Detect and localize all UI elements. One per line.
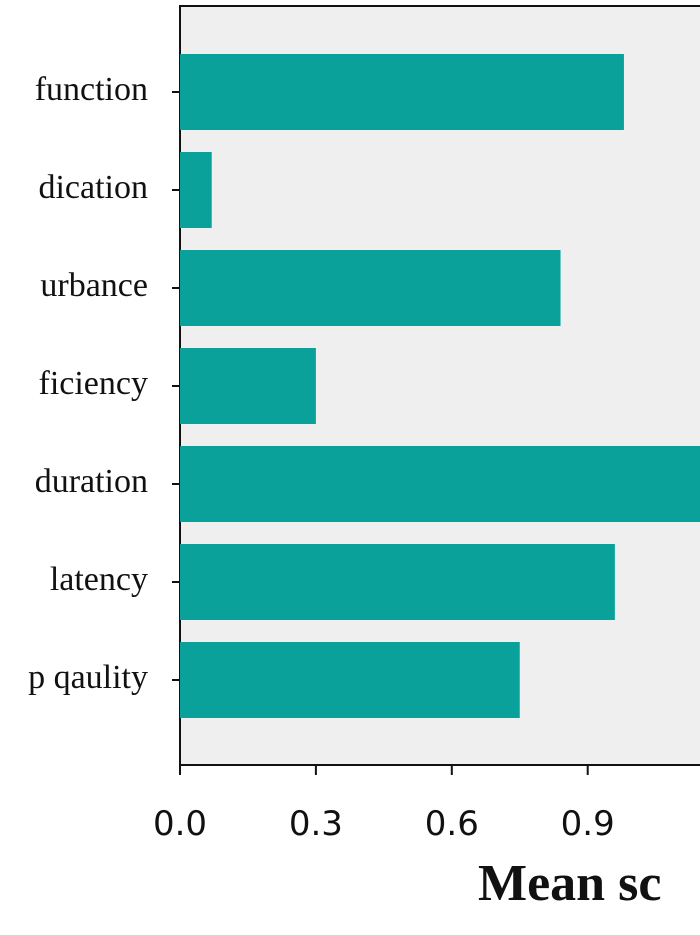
- x-tick-label: 0.3: [289, 804, 343, 844]
- bar: [180, 348, 316, 424]
- y-tick-label: duration: [35, 463, 148, 500]
- y-tick-label: latency: [50, 561, 148, 598]
- x-tick-label: 0.9: [561, 804, 615, 844]
- y-tick-label: ficiency: [39, 365, 149, 402]
- bar: [180, 54, 624, 130]
- bar: [180, 642, 520, 718]
- y-tick-label: p qaulity: [28, 659, 148, 696]
- bar: [180, 250, 561, 326]
- x-axis-title: Mean sc: [478, 855, 661, 912]
- y-tick-label: urbance: [40, 267, 148, 304]
- y-tick-label: dication: [38, 169, 148, 206]
- x-tick-label: 1.2: [697, 804, 700, 844]
- bar: [180, 544, 615, 620]
- y-tick-label: function: [35, 71, 148, 108]
- bar: [180, 446, 700, 522]
- bar: [180, 152, 212, 228]
- x-tick-label: 0.6: [425, 804, 479, 844]
- x-tick-label: 0.0: [153, 804, 207, 844]
